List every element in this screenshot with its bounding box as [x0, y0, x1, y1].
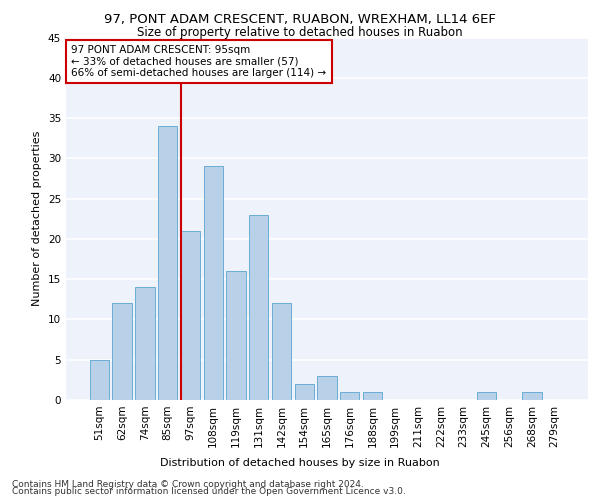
Bar — [135, 287, 155, 400]
Text: Size of property relative to detached houses in Ruabon: Size of property relative to detached ho… — [137, 26, 463, 39]
Bar — [476, 392, 496, 400]
Bar — [158, 126, 178, 400]
Bar — [112, 304, 132, 400]
Text: Distribution of detached houses by size in Ruabon: Distribution of detached houses by size … — [160, 458, 440, 468]
Text: Contains HM Land Registry data © Crown copyright and database right 2024.: Contains HM Land Registry data © Crown c… — [12, 480, 364, 489]
Bar — [522, 392, 542, 400]
Bar — [272, 304, 291, 400]
Bar — [90, 360, 109, 400]
Bar — [295, 384, 314, 400]
Text: 97, PONT ADAM CRESCENT, RUABON, WREXHAM, LL14 6EF: 97, PONT ADAM CRESCENT, RUABON, WREXHAM,… — [104, 12, 496, 26]
Bar — [317, 376, 337, 400]
Bar — [363, 392, 382, 400]
Y-axis label: Number of detached properties: Number of detached properties — [32, 131, 43, 306]
Bar — [203, 166, 223, 400]
Bar — [340, 392, 359, 400]
Bar — [226, 271, 245, 400]
Bar — [181, 231, 200, 400]
Bar — [249, 214, 268, 400]
Text: 97 PONT ADAM CRESCENT: 95sqm
← 33% of detached houses are smaller (57)
66% of se: 97 PONT ADAM CRESCENT: 95sqm ← 33% of de… — [71, 45, 326, 78]
Text: Contains public sector information licensed under the Open Government Licence v3: Contains public sector information licen… — [12, 487, 406, 496]
